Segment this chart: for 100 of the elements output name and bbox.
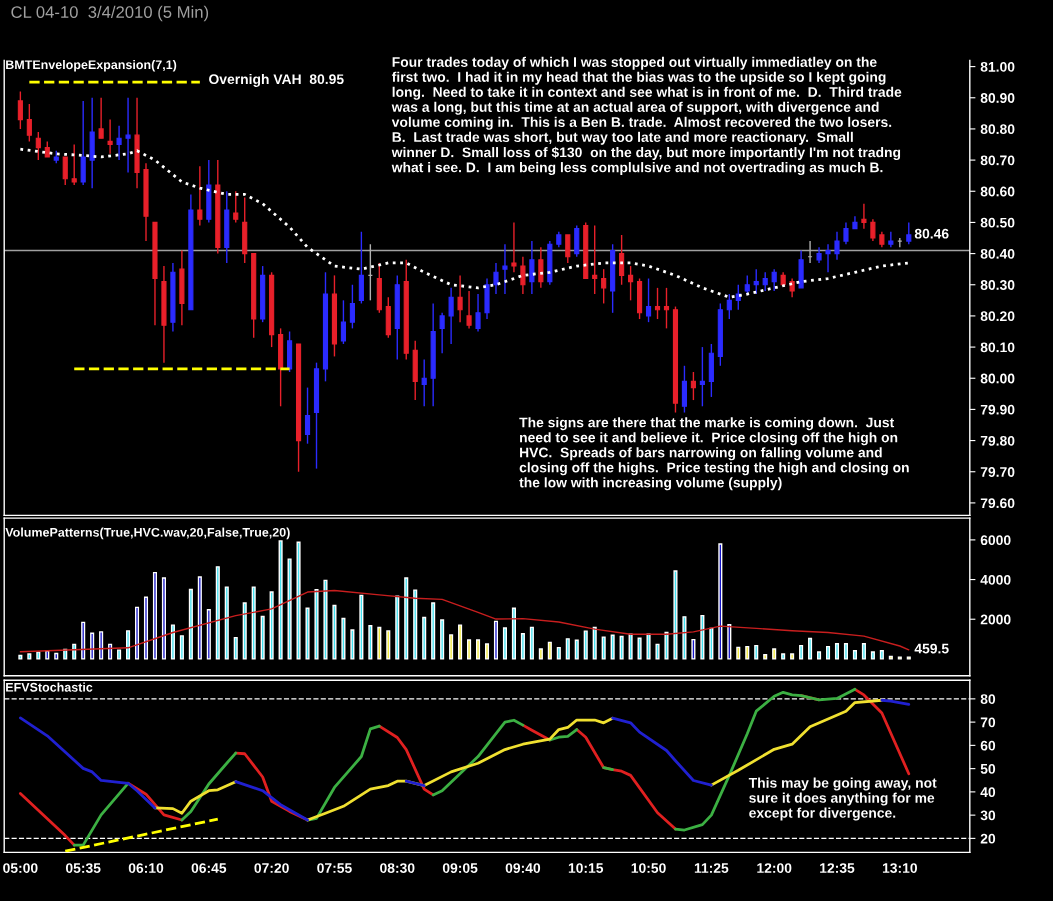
candlestick <box>71 143 77 186</box>
bar <box>341 617 346 660</box>
bar <box>36 651 41 660</box>
y-tick-label: 80.80 <box>980 124 1015 135</box>
bar <box>610 634 615 660</box>
line-series <box>19 589 910 653</box>
bar <box>413 589 418 660</box>
candlestick <box>233 190 239 224</box>
annotation: 459.5 <box>914 643 949 654</box>
candlestick <box>304 386 311 445</box>
candlestick <box>789 277 795 298</box>
candlestick <box>62 156 68 186</box>
bar <box>314 588 319 660</box>
bar <box>242 602 247 660</box>
bar <box>718 543 723 660</box>
bar <box>834 643 840 660</box>
bar <box>583 630 588 660</box>
y-tick-label: 80.90 <box>980 93 1015 103</box>
x-tick-label: 05:00 <box>3 863 38 873</box>
x-tick-label: 06:45 <box>191 863 227 873</box>
candlestick <box>861 203 867 230</box>
bar <box>870 651 875 660</box>
annotation: 80.46 <box>914 228 949 239</box>
bar <box>143 596 149 660</box>
candlestick <box>17 90 23 130</box>
x-tick-label: 12:35 <box>820 863 855 873</box>
candlestick <box>592 224 598 295</box>
bar <box>332 604 337 660</box>
bar <box>350 629 355 660</box>
candlestick <box>26 103 32 143</box>
bar <box>179 635 184 660</box>
y-tick-label: 6000 <box>980 535 1011 546</box>
bar <box>736 646 741 660</box>
candlestick <box>475 293 481 333</box>
bar <box>99 631 104 660</box>
bar <box>727 624 732 660</box>
y-tick-label: 80.70 <box>980 155 1015 166</box>
bar <box>90 632 95 660</box>
bar <box>529 626 534 660</box>
candlestick <box>439 312 445 355</box>
bar <box>502 627 508 660</box>
bar <box>251 586 256 660</box>
bar <box>359 594 364 660</box>
candlestick <box>125 97 131 174</box>
y-tick-label: 79.90 <box>980 404 1015 415</box>
candlestick <box>663 287 670 330</box>
candlestick <box>98 97 104 139</box>
candlestick <box>511 221 517 273</box>
candlestick <box>520 256 526 295</box>
bar <box>368 625 373 660</box>
bar <box>422 616 427 660</box>
candlestick <box>619 234 625 286</box>
candlestick <box>116 125 122 161</box>
candlestick <box>538 246 544 289</box>
y-tick-label: 81.00 <box>980 61 1015 72</box>
y-tick-label: 50 <box>980 763 996 774</box>
chart-title: EFVStochastic <box>6 682 93 692</box>
y-tick-label: 40 <box>980 787 996 798</box>
candlestick <box>107 118 113 155</box>
y-tick-label: 80 <box>980 694 996 705</box>
bar <box>664 631 669 660</box>
bar <box>547 641 552 660</box>
bar <box>296 541 301 660</box>
bar <box>134 606 140 660</box>
bar <box>377 626 382 660</box>
candlestick <box>340 299 347 345</box>
bar <box>772 648 777 660</box>
bar <box>520 633 525 660</box>
bar <box>556 646 561 660</box>
x-tick-label: 12:00 <box>757 863 792 873</box>
bar <box>691 638 696 660</box>
bar <box>484 643 490 660</box>
bar <box>601 636 606 660</box>
bar <box>619 635 624 660</box>
y-tick-label: 2000 <box>980 614 1011 625</box>
bar <box>763 654 768 660</box>
candlestick <box>502 243 508 295</box>
bar <box>278 540 283 660</box>
bar <box>637 637 642 660</box>
bar <box>781 653 786 660</box>
bar <box>493 620 499 660</box>
y-tick-label: 79.80 <box>980 435 1015 446</box>
bar <box>628 633 633 660</box>
candlestick <box>726 293 732 320</box>
bar <box>260 615 265 660</box>
bar <box>152 571 158 660</box>
annotation: The signs are there that the marke is coming down. Just need to see it and believe it. Price closing off the high on HVC. Spreads of bars narrowing on falling volume and closing off the highs. Price testing the high and closing on the low with increasing volume (supply) <box>519 417 909 491</box>
bar <box>790 653 795 660</box>
y-tick-label: 60 <box>980 740 996 751</box>
y-tick-label: 70 <box>980 717 996 728</box>
candlestick <box>654 287 661 320</box>
candlestick <box>735 284 741 311</box>
bar <box>72 643 77 660</box>
bar <box>458 624 463 660</box>
bar <box>511 607 516 660</box>
bar <box>700 614 705 660</box>
bar <box>825 645 831 660</box>
y-tick-label: 80.50 <box>980 217 1015 228</box>
candlestick <box>744 274 750 295</box>
bar <box>799 644 804 660</box>
